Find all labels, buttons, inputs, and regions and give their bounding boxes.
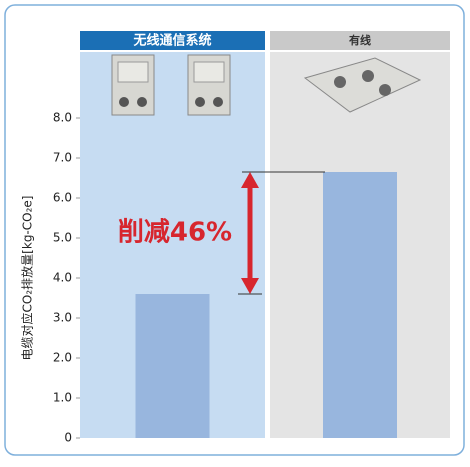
bar <box>135 294 210 438</box>
device-images <box>111 54 422 116</box>
wired-device <box>303 57 422 113</box>
column-header-label: 有线 <box>349 33 371 47</box>
column-header <box>270 31 450 50</box>
annotation: 削减46% <box>118 218 232 248</box>
column-header <box>80 31 265 50</box>
y-tick-label: 0 <box>64 431 72 445</box>
reduction-arrow-head <box>241 278 259 294</box>
bar <box>323 172 397 438</box>
wireless-device <box>117 61 149 83</box>
wireless-device <box>137 97 147 107</box>
y-tick-label: 1.0 <box>53 391 72 405</box>
wireless-device <box>213 97 223 107</box>
wireless-device <box>195 97 205 107</box>
wired-device <box>379 84 391 96</box>
y-tick-label: 4.0 <box>53 271 72 285</box>
wired-device <box>362 70 374 82</box>
y-tick-label: 6.0 <box>53 191 72 205</box>
column-header-label: 无线通信系统 <box>132 33 211 49</box>
wireless-device <box>119 97 129 107</box>
y-tick-label: 2.0 <box>53 351 72 365</box>
y-tick-label: 7.0 <box>53 151 72 165</box>
wireless-device <box>193 61 225 83</box>
wired-device <box>334 76 346 88</box>
y-tick-label: 8.0 <box>53 111 72 125</box>
y-axis-label: 电缆对应CO₂排放量[kg-CO₂e] <box>20 196 35 361</box>
y-tick-label: 5.0 <box>53 231 72 245</box>
y-tick-label: 3.0 <box>53 311 72 325</box>
reduction-arrow-head <box>241 172 259 188</box>
